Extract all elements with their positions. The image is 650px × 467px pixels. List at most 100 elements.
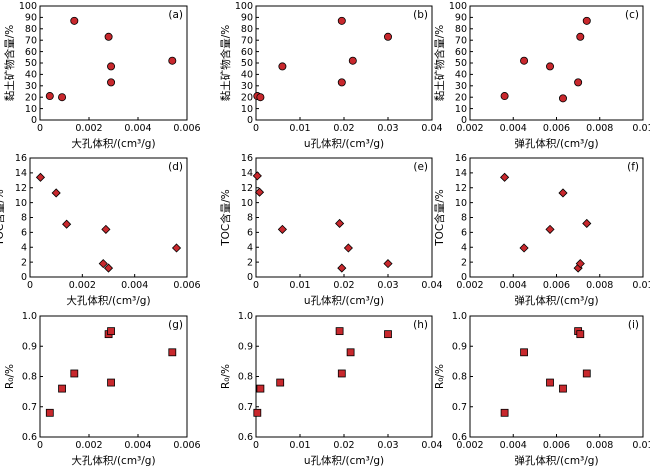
data-point <box>346 348 355 357</box>
y-axis-label: 黏土矿物含量/% <box>3 25 16 102</box>
x-tick-label: 0.03 <box>377 123 398 134</box>
y-tick-label: 80 <box>455 24 467 35</box>
data-point <box>104 32 113 41</box>
data-point <box>383 32 392 41</box>
y-tick-label: 60 <box>241 47 253 58</box>
y-axis-label: R₀/% <box>434 364 446 389</box>
panel-label: (a) <box>168 9 183 21</box>
data-point <box>278 62 287 71</box>
x-tick-label: 0.03 <box>377 280 398 291</box>
x-axis-label: 弹孔体积/(cm³/g) <box>514 454 598 467</box>
y-tick-label: 0.7 <box>238 402 253 413</box>
panel-g: 0 0.002 0.004 0.006 0.6 0.7 0.8 0.9 1.0 (g) 大孔体积/(… <box>4 311 201 467</box>
x-tick-label: 0.002 <box>75 123 102 134</box>
plot-frame <box>469 157 644 278</box>
x-tick-label: 0.004 <box>124 440 151 451</box>
x-tick-label: 0.01 <box>632 440 650 451</box>
y-tick-label: 70 <box>25 35 37 46</box>
y-tick-label: 2 <box>21 257 27 268</box>
x-tick-label: 0.006 <box>543 440 570 451</box>
data-point <box>58 384 66 393</box>
y-tick-label: 1.0 <box>238 311 253 322</box>
y-tick-label: 0.7 <box>452 402 467 413</box>
y-tick-label: 14 <box>15 168 27 179</box>
y-tick-label: 50 <box>25 58 37 69</box>
x-tick-label: 0 <box>253 440 259 451</box>
x-tick-label: 0.006 <box>173 123 200 134</box>
x-tick-label: 0.01 <box>632 280 650 291</box>
data-point <box>337 16 346 25</box>
panel-f: 0.002 0.004 0.006 0.008 0.01 0 2 4 6 8 10 12 14 16 (f)… <box>433 153 650 307</box>
y-tick-label: 0.8 <box>22 372 37 383</box>
y-tick-label: 6 <box>247 228 253 239</box>
plot-frame <box>29 157 188 278</box>
y-tick-label: 70 <box>455 35 467 46</box>
data-point <box>558 188 568 198</box>
data-point <box>343 243 353 253</box>
x-tick-label: 0 <box>37 440 43 451</box>
data-point <box>576 330 585 339</box>
data-point <box>62 219 72 229</box>
y-tick-label: 10 <box>15 198 27 209</box>
y-tick-label: 90 <box>455 13 467 24</box>
x-tick-label: 0.04 <box>421 123 442 134</box>
data-point <box>168 56 177 65</box>
y-tick-label: 80 <box>241 24 253 35</box>
y-tick-label: 60 <box>455 47 467 58</box>
data-point <box>582 369 591 378</box>
y-tick-label: 1.0 <box>452 311 467 322</box>
x-tick-label: 0.006 <box>543 280 570 291</box>
data-point <box>520 56 529 65</box>
y-tick-label: 90 <box>241 13 253 24</box>
x-tick-label: 0.004 <box>500 123 527 134</box>
data-point <box>384 330 392 339</box>
panel-e: 0 0.01 0.02 0.03 0.04 0 2 4 6 8 10 12 14 16 (e) u孔体积/(c… <box>219 153 443 307</box>
y-axis-label: R₀/% <box>220 364 232 389</box>
y-tick-label: 90 <box>25 13 37 24</box>
data-point <box>45 408 54 417</box>
data-point <box>500 172 510 182</box>
y-tick-label: 14 <box>241 168 253 179</box>
y-tick-label: 0 <box>31 115 37 126</box>
y-tick-label: 0.6 <box>238 432 253 443</box>
y-tick-label: 70 <box>241 35 253 46</box>
x-tick-label: 0.002 <box>456 440 483 451</box>
y-tick-label: 2 <box>247 257 253 268</box>
data-point <box>168 348 177 357</box>
y-tick-label: 40 <box>241 70 253 81</box>
data-point <box>335 327 344 336</box>
x-tick-label: 0.02 <box>333 280 354 291</box>
y-tick-label: 10 <box>241 104 253 115</box>
y-tick-label: 100 <box>235 1 253 12</box>
y-tick-label: 8 <box>247 213 253 224</box>
plot-frame <box>255 157 433 278</box>
data-point <box>252 171 262 181</box>
x-tick-label: 0.002 <box>456 280 483 291</box>
panel-label: (e) <box>413 161 428 173</box>
y-tick-label: 0.9 <box>452 341 467 352</box>
data-point <box>546 378 554 387</box>
data-point <box>546 62 555 71</box>
data-point <box>545 224 555 234</box>
plot-frame <box>39 5 188 121</box>
y-tick-label: 0 <box>21 272 27 283</box>
y-axis-label: TOC含量/% <box>0 189 6 247</box>
y-tick-label: 50 <box>241 58 253 69</box>
y-tick-label: 30 <box>455 81 467 92</box>
y-tick-label: 12 <box>241 183 253 194</box>
x-tick-label: 0.002 <box>69 280 96 291</box>
y-tick-label: 0.7 <box>22 402 37 413</box>
x-tick-label: 0.004 <box>500 280 527 291</box>
data-point <box>277 224 287 234</box>
y-tick-label: 1.0 <box>22 311 37 322</box>
y-tick-label: 0.8 <box>452 372 467 383</box>
y-tick-label: 0 <box>247 115 253 126</box>
y-tick-label: 16 <box>241 153 253 164</box>
data-point <box>500 92 509 101</box>
x-tick-label: 0.01 <box>289 123 310 134</box>
y-tick-label: 20 <box>241 92 253 103</box>
panel-label: (g) <box>168 319 183 331</box>
data-point <box>98 259 108 269</box>
